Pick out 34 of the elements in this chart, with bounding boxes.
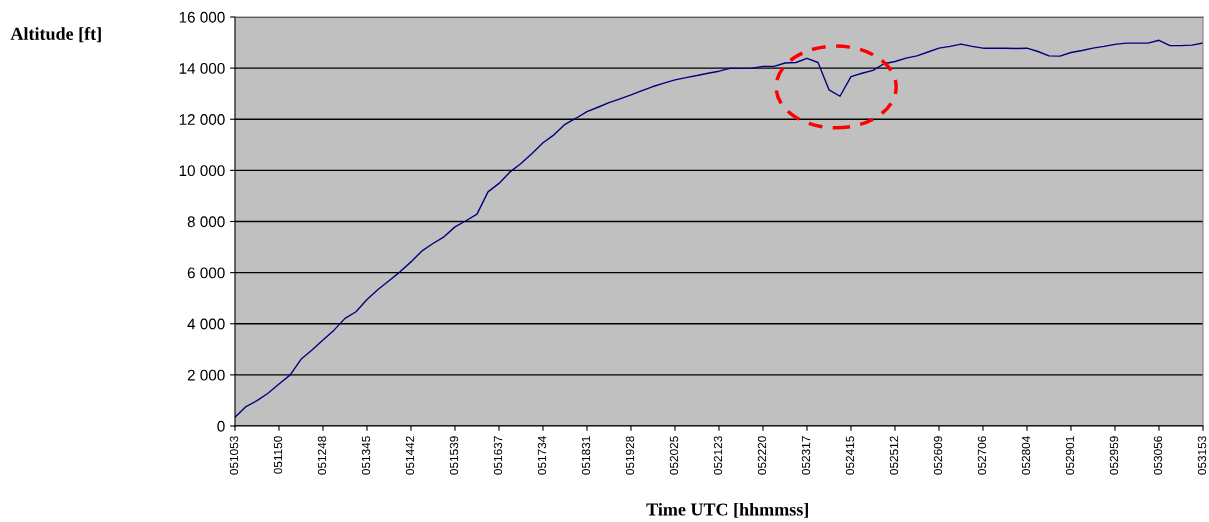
x-tick-label: 051831 [581,436,591,475]
x-tick-label: 051345 [361,436,371,475]
x-tick-label: 052317 [801,436,811,475]
y-tick-label: 14 000 [179,62,225,74]
y-tick-label: 2 000 [187,369,225,381]
x-tick-label: 051150 [273,436,283,474]
x-tick-label: 052804 [1021,436,1031,475]
x-tick-label: 051442 [405,436,415,475]
x-tick-label: 051928 [625,436,635,475]
y-tick-label: 16 000 [179,11,225,23]
x-tick-label: 052609 [933,436,943,475]
x-tick-label: 052901 [1065,436,1075,475]
x-tick-label: 052025 [669,436,679,475]
x-tick-label: 051248 [317,436,327,475]
y-tick-label: 8 000 [187,216,225,228]
x-tick-label: 051734 [537,436,547,475]
y-tick-label: 10 000 [179,165,225,177]
y-tick-label: 12 000 [179,114,225,125]
y-axis-title: Altitude [ft] [10,27,101,43]
x-tick-label: 051539 [449,436,459,475]
x-tick-label: 052512 [889,436,899,475]
y-tick-label: 6 000 [187,267,225,279]
y-tick-label: 0 [217,420,225,432]
x-axis-title: Time UTC [hhmmss] [646,502,808,518]
x-tick-label: 053056 [1153,436,1163,475]
x-tick-label: 052123 [713,436,723,475]
x-tick-label: 052706 [977,436,987,475]
x-tick-label: 052220 [757,436,767,475]
x-tick-label: 052959 [1109,436,1119,475]
x-tick-label: 051637 [493,436,503,475]
x-tick-label: 052415 [845,436,855,475]
x-tick-label: 053153 [1197,436,1207,475]
x-tick-label: 051053 [229,436,239,475]
y-tick-label: 4 000 [187,318,225,330]
